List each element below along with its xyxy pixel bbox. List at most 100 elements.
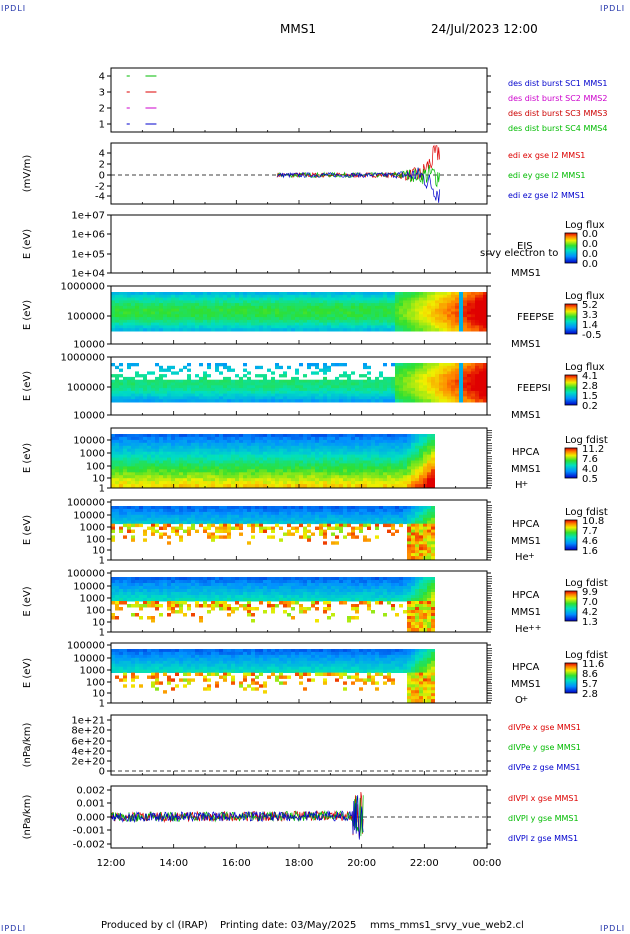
hpca_he-cell	[127, 523, 131, 528]
feepse-cell	[119, 308, 123, 312]
hpca_hepp-spectrogram	[111, 577, 435, 632]
hpca_h-cell	[383, 475, 387, 479]
hpca_he-cell	[355, 526, 359, 530]
hpca_he-cell	[415, 511, 419, 516]
feepse-cell	[471, 314, 475, 318]
hpca_h-cell	[251, 454, 255, 458]
hpca_h-cell	[371, 454, 375, 458]
hpca_h-cell	[327, 457, 331, 461]
feepsi-cell	[391, 399, 395, 403]
hpca_he-cell	[371, 508, 375, 513]
hpca_h-cell	[391, 445, 395, 450]
hpca_h-cell	[155, 463, 159, 467]
feepse-cell	[395, 308, 399, 312]
feepse-cell	[231, 317, 235, 321]
feepse-cell	[411, 328, 415, 332]
hpca_h-cell	[383, 469, 387, 473]
hpca_h-cell	[231, 472, 235, 476]
feepsi-cell	[447, 376, 451, 381]
hpca_he-cell	[215, 514, 219, 519]
feepse-cell	[319, 292, 323, 296]
feepse-cell	[271, 300, 275, 304]
feepsi-cell	[263, 374, 267, 378]
hpca_he-cell	[187, 508, 191, 513]
hpca_h-cell	[271, 463, 275, 467]
hpca_h-cell	[387, 469, 391, 473]
hpca_h-cell	[307, 457, 311, 461]
feepse-cell	[391, 294, 395, 299]
feepsi-cell	[243, 393, 247, 397]
feepse-cell	[227, 314, 231, 318]
feepse-cell	[419, 314, 423, 318]
hpca_he-cell	[331, 526, 335, 530]
hpca_he-cell	[339, 517, 343, 522]
hpca_h-cell	[395, 472, 399, 476]
hpca_h-cell	[247, 445, 251, 450]
feepsi-cell	[367, 388, 371, 392]
feepsi-cell	[283, 385, 287, 389]
hpca_h-cell	[367, 436, 371, 441]
feepsi-cell	[159, 382, 163, 386]
hpca_hepp-cell	[119, 577, 123, 581]
hpca_hepp-cell	[111, 601, 115, 605]
hpca_h-cell	[291, 460, 295, 464]
feepsi-cell	[331, 363, 335, 367]
hpca_h-cell	[363, 448, 367, 453]
feepsi-cell	[259, 374, 263, 378]
feepse-cell	[135, 297, 139, 301]
hpca_he-cell	[203, 514, 207, 519]
hpca_h-cell	[307, 442, 311, 447]
hpca_h-cell	[339, 457, 343, 461]
hpca_h-cell	[147, 469, 151, 473]
hpca_he-cell	[391, 511, 395, 516]
hpca_h-cell	[131, 475, 135, 479]
feepsi-cell	[127, 376, 131, 381]
feepsi-cell	[447, 399, 451, 403]
hpca_he-cell	[347, 506, 351, 510]
feepsi-cell	[247, 390, 251, 395]
hpca_hepp-cell	[143, 583, 147, 587]
hpca_h-cell	[331, 434, 335, 438]
feepsi-cell	[243, 390, 247, 395]
hpca_he-cell	[267, 511, 271, 516]
hpca_he-cell	[243, 511, 247, 516]
hpca_h-cell	[143, 481, 147, 485]
feepse-cell	[447, 322, 451, 326]
hpca_he-cell	[383, 514, 387, 519]
hpca_h-cell	[151, 451, 155, 456]
hpca_he-cell	[219, 517, 223, 522]
hpca_he-cell	[427, 547, 431, 551]
hpca_he-cell	[427, 526, 431, 530]
hpca_h-cell	[387, 478, 391, 482]
feepse-cell	[159, 317, 163, 321]
feepse-cell	[463, 308, 467, 312]
hpca_he-cell	[351, 532, 355, 536]
feepsi-cell	[399, 382, 403, 386]
hpca_h-cell	[283, 478, 287, 482]
feepsi-cell	[203, 376, 207, 381]
hpca_h-cell	[239, 445, 243, 450]
feepsi-cell	[163, 385, 167, 389]
feepsi-cell	[127, 363, 131, 367]
hpca_he-cell	[267, 506, 271, 510]
hpca_h-cell	[119, 454, 123, 458]
feepsi-cell	[215, 390, 219, 395]
feepse-cell	[299, 303, 303, 307]
feepsi-cell	[383, 363, 387, 367]
hpca_h-cell	[287, 475, 291, 479]
feepsi-cell	[459, 376, 463, 381]
hpca_h-cell	[315, 451, 319, 456]
feepsi-cell	[139, 399, 143, 403]
feepsi-cell	[383, 376, 387, 381]
feepsi-cell	[275, 399, 279, 403]
hpca_h-cell	[367, 463, 371, 467]
hpca_he-cell	[427, 541, 431, 545]
feepsi-cell	[263, 399, 267, 403]
feepsi-cell	[471, 379, 475, 383]
hpca_h-cell	[147, 484, 151, 488]
feepse-cell	[443, 311, 447, 315]
feepsi-cell	[279, 388, 283, 392]
hpca_h-cell	[179, 475, 183, 479]
feepsi-cell	[183, 399, 187, 403]
